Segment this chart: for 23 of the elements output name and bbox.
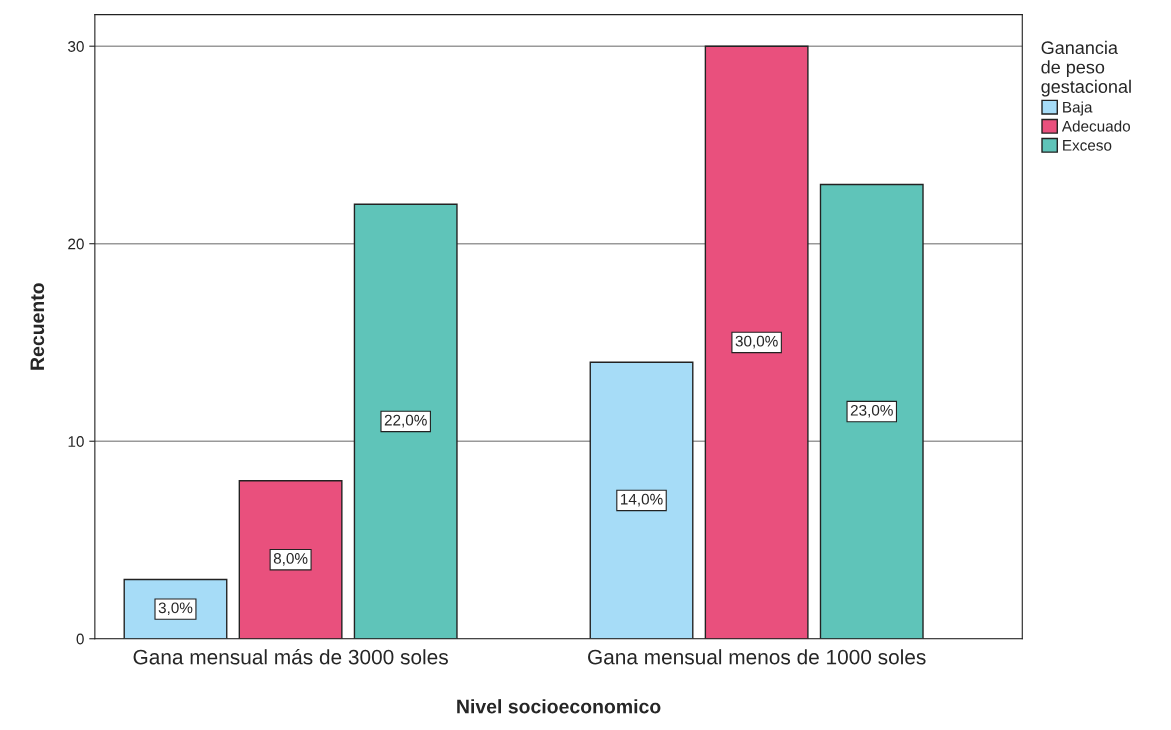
y-tick-label: 20	[68, 238, 84, 250]
x-axis-title: Nivel socioeconomico	[457, 699, 661, 714]
bar	[238, 480, 343, 639]
y-tick-label: 0	[76, 633, 84, 645]
data-label: 22,0%	[384, 414, 427, 428]
bar	[704, 45, 809, 639]
y-tick-label: 30	[68, 41, 84, 52]
data-label: 8,0%	[273, 553, 308, 566]
legend-label: Exceso	[1063, 140, 1112, 151]
x-tick-label: Gana mensual más de 3000 soles	[133, 648, 448, 665]
bar	[589, 361, 694, 639]
data-label: 14,0%	[621, 493, 663, 507]
y-tick-label: 10	[68, 436, 84, 447]
bar	[353, 203, 458, 639]
data-label: 3,0%	[158, 602, 193, 616]
data-label: 23,0%	[850, 404, 893, 418]
legend-label: Baja	[1063, 101, 1093, 116]
legend-label: Adecuado	[1061, 120, 1131, 132]
y-axis-title: Recuento	[30, 283, 45, 370]
data-label: 30,0%	[735, 335, 778, 349]
legend-title: Ganancia de peso gestacional	[1041, 40, 1131, 97]
x-tick-label: Gana mensual menos de 1000 soles	[588, 649, 926, 665]
bar	[819, 183, 924, 639]
